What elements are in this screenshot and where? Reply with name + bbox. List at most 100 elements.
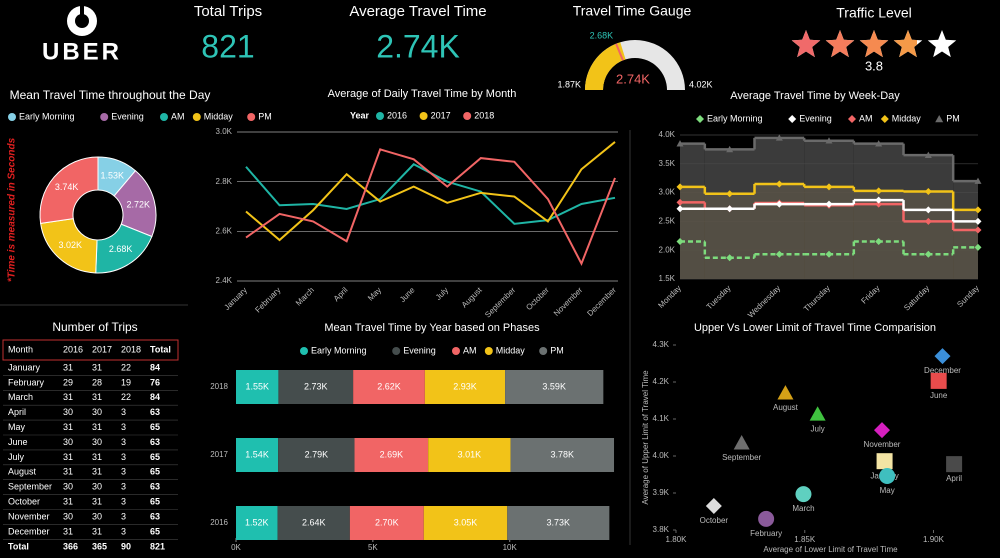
x-tick-label: 10K: [503, 543, 518, 552]
table-total: 365: [92, 541, 107, 551]
point: [934, 348, 951, 365]
point: [875, 140, 883, 147]
table-cell: 65: [150, 452, 160, 462]
legend-marker: [247, 113, 256, 121]
table-cell: 30: [63, 511, 73, 521]
y-tick-label: 4.0K: [653, 451, 670, 460]
y-tick-label: 2.0K: [659, 245, 676, 254]
table-cell: 3: [121, 452, 126, 462]
legend-marker: [8, 113, 16, 121]
point: [974, 226, 982, 234]
bar-segment: [236, 438, 279, 472]
step-area: [804, 140, 854, 279]
bar-segment: [423, 506, 508, 540]
logo-text: UBER: [42, 38, 122, 65]
table-cell: November: [8, 511, 50, 521]
table-cell: 31: [92, 526, 102, 536]
legend-marker: [935, 115, 944, 123]
point-label: October: [700, 516, 729, 525]
table-cell: 30: [92, 407, 102, 417]
step-area: [680, 143, 705, 279]
legend-marker: [192, 113, 201, 121]
point-label: June: [930, 391, 948, 400]
table-cell: 31: [92, 496, 102, 506]
legend-label: Midday: [204, 111, 234, 121]
pie-label: 3.74K: [55, 182, 79, 192]
point: [946, 456, 963, 473]
point: [758, 510, 775, 527]
legend-label: Early Morning: [311, 345, 367, 355]
table-cell: 63: [150, 482, 160, 492]
point: [874, 422, 890, 439]
bar-label: 2.70K: [375, 517, 399, 527]
y-tick-label: 2017: [210, 450, 228, 459]
table-cell: October: [8, 496, 40, 506]
bar-segment: [236, 370, 279, 404]
bar-label: 2.64K: [302, 517, 326, 527]
chart-title: Traffic Level: [836, 5, 911, 21]
legend-label: 2017: [431, 110, 451, 120]
table-total: Total: [8, 541, 29, 551]
table-cell: 3: [121, 526, 126, 536]
gauge-value: 2.74K: [616, 71, 650, 86]
table-cell: 31: [92, 452, 102, 462]
bar-label: 2.73K: [304, 381, 328, 391]
bar-segment: [236, 506, 278, 540]
bar-segment: [353, 370, 425, 404]
chart-title: Average of Daily Travel Time by Month: [328, 88, 517, 100]
legend-label: Evening: [111, 111, 144, 121]
y-tick-label: 1.5K: [659, 274, 676, 283]
x-axis-label: Average of Lower Limit of Travel Time: [763, 545, 898, 554]
bar-segment: [354, 438, 429, 472]
table-cell: 30: [63, 437, 73, 447]
table-cell: 28: [92, 377, 102, 387]
x-tick-label: 0K: [231, 543, 241, 552]
legend-label: Midday: [496, 345, 526, 355]
table-cell: 3: [121, 511, 126, 521]
table-cell: 31: [63, 526, 73, 536]
table-header: 2017: [92, 344, 112, 354]
table-header: 2018: [121, 344, 141, 354]
pie-slice: [39, 156, 99, 224]
bar-label: 3.73K: [547, 517, 571, 527]
star: [893, 30, 917, 58]
legend-label: 2016: [387, 110, 407, 120]
point: [676, 238, 684, 246]
table-cell: 31: [92, 422, 102, 432]
point-label: July: [811, 424, 825, 433]
table-cell: 19: [121, 377, 131, 387]
table-cell: September: [8, 482, 52, 492]
bar-segment: [505, 370, 604, 404]
point: [924, 151, 932, 158]
table-cell: 31: [92, 362, 102, 372]
y-tick-label: 4.1K: [653, 414, 670, 423]
gauge-max-label: 4.02K: [689, 79, 713, 89]
legend-label: Early Morning: [707, 113, 763, 123]
bar-label: 2.79K: [305, 449, 329, 459]
point: [726, 254, 734, 262]
legend-marker: [848, 115, 856, 123]
table-cell: February: [8, 377, 45, 387]
point: [705, 497, 722, 514]
bar-label: 3.01K: [458, 449, 482, 459]
x-tick-label: 1.85K: [794, 535, 816, 544]
legend-marker: [463, 112, 472, 120]
point: [924, 217, 932, 225]
point: [875, 187, 883, 195]
y-tick-label: 3.5K: [659, 159, 676, 168]
gauge-min-label: 1.87K: [557, 79, 581, 89]
annotation: *Time is measured in Seconds: [7, 137, 18, 282]
y-tick-label: 2018: [210, 382, 228, 391]
y-tick-label: 4.2K: [653, 377, 670, 386]
legend-label: Evening: [403, 345, 436, 355]
legend-label: AM: [171, 111, 185, 121]
table-cell: 31: [63, 422, 73, 432]
star: [825, 30, 855, 58]
point: [924, 206, 932, 214]
legend-marker: [419, 112, 428, 120]
table-cell: 22: [121, 392, 131, 402]
point: [795, 486, 812, 503]
legend-label: AM: [859, 113, 873, 123]
point: [924, 250, 932, 258]
legend-marker: [300, 347, 308, 355]
